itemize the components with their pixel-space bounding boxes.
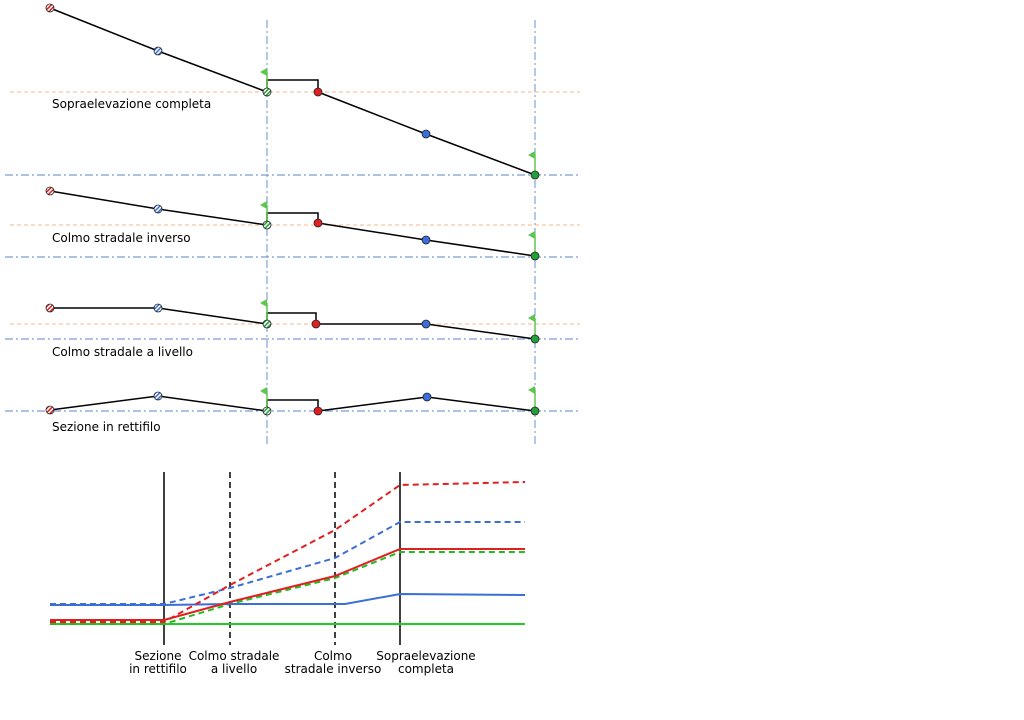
node bbox=[530, 334, 540, 344]
section-label: Sopraelevazione completa bbox=[52, 97, 211, 111]
node bbox=[153, 46, 163, 56]
flag bbox=[528, 386, 535, 394]
node bbox=[262, 406, 272, 416]
node bbox=[153, 204, 163, 214]
bracket bbox=[266, 79, 319, 92]
profile-label: in rettifilo bbox=[129, 662, 187, 676]
profile-curve bbox=[50, 481, 526, 623]
section-label: Colmo stradale a livello bbox=[52, 345, 193, 359]
bracket bbox=[266, 212, 319, 225]
profile-label: a livello bbox=[211, 662, 257, 676]
flag bbox=[260, 299, 267, 307]
flag bbox=[260, 387, 267, 395]
node bbox=[313, 406, 323, 416]
node bbox=[421, 235, 431, 245]
profile-curve bbox=[50, 521, 525, 605]
node bbox=[311, 319, 321, 329]
node bbox=[45, 186, 55, 196]
node bbox=[262, 220, 272, 230]
node bbox=[153, 391, 163, 401]
profile-label: Sezione bbox=[135, 649, 182, 663]
profile-label: Colmo bbox=[314, 649, 352, 663]
section-label: Sezione in rettifilo bbox=[52, 420, 161, 434]
flag bbox=[528, 231, 535, 239]
profile-label: Sopraelevazione bbox=[376, 649, 475, 663]
bracket bbox=[266, 399, 319, 411]
flag bbox=[528, 151, 535, 159]
node bbox=[422, 392, 432, 402]
node bbox=[313, 218, 323, 228]
node bbox=[45, 405, 55, 415]
profile-curve bbox=[50, 548, 525, 621]
node bbox=[313, 87, 323, 97]
node bbox=[45, 3, 55, 13]
profile-label: Colmo stradale bbox=[189, 649, 280, 663]
bracket bbox=[266, 312, 317, 324]
node bbox=[421, 129, 431, 139]
node bbox=[421, 319, 431, 329]
node bbox=[530, 170, 540, 180]
node bbox=[153, 303, 163, 313]
profile-label: stradale inverso bbox=[285, 662, 382, 676]
flag bbox=[260, 201, 267, 209]
profile-label: completa bbox=[398, 662, 454, 676]
section-label: Colmo stradale inverso bbox=[52, 231, 191, 245]
node bbox=[262, 319, 272, 329]
flag bbox=[260, 68, 267, 76]
flag bbox=[528, 314, 535, 322]
node bbox=[530, 406, 540, 416]
node bbox=[45, 303, 55, 313]
profile-curve bbox=[50, 551, 525, 625]
node bbox=[262, 87, 272, 97]
node bbox=[530, 251, 540, 261]
